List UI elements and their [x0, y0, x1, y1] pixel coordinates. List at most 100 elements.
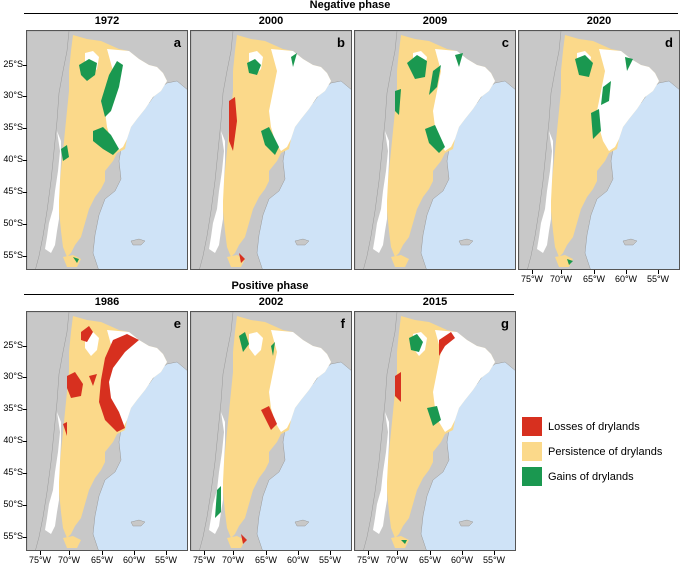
longitude-label: 55°W: [482, 555, 506, 565]
panel-year: 2002: [258, 296, 284, 308]
gains-swatch: [522, 467, 542, 486]
longitude-tick: [102, 551, 103, 555]
losses-region-3: [395, 372, 401, 402]
latitude-tick: [23, 409, 27, 410]
panel-letter: g: [501, 316, 509, 331]
panel-letter: d: [665, 35, 673, 50]
latitude-label: 45°S: [3, 186, 23, 196]
chile-land: [191, 312, 234, 550]
losses-region-4: [241, 534, 247, 544]
longitude-label: 75°W: [356, 555, 380, 565]
gains-region-2: [93, 127, 119, 155]
longitude-tick: [658, 270, 659, 274]
non-dryland-area: [433, 49, 495, 151]
map-panel-d: d: [518, 30, 680, 270]
longitude-tick: [397, 551, 398, 555]
map-panel-g: g: [354, 311, 516, 551]
longitude-tick: [330, 551, 331, 555]
gains-region-0: [239, 332, 249, 352]
longitude-label: 55°W: [154, 555, 178, 565]
non-dryland-andes: [373, 412, 389, 534]
losses-swatch: [522, 417, 542, 436]
positive-phase-title: Positive phase: [231, 280, 309, 292]
falkland-islands: [622, 238, 638, 246]
longitude-tick: [494, 551, 495, 555]
latitude-label: 35°S: [3, 403, 23, 413]
gains-region-3: [215, 486, 221, 518]
latitude-tick: [23, 537, 27, 538]
losses-region-3: [89, 374, 97, 386]
legend: Losses of drylands Persistence of drylan…: [522, 417, 662, 492]
chile-land: [27, 312, 70, 550]
longitude-label: 60°W: [450, 555, 474, 565]
losses-region-2: [67, 372, 83, 398]
map-panel-e: e: [26, 311, 188, 551]
legend-label-gains: Gains of drylands: [548, 470, 634, 483]
tierra-del-fuego: [63, 536, 81, 548]
legend-label-losses: Losses of drylands: [548, 420, 640, 433]
map-panel-f: f: [190, 311, 352, 551]
longitude-label: 70°W: [385, 555, 409, 565]
longitude-tick: [69, 551, 70, 555]
falkland-islands: [458, 238, 474, 246]
latitude-tick: [23, 505, 27, 506]
longitude-label: 75°W: [192, 555, 216, 565]
positive-phase-line: [24, 294, 514, 295]
panel-letter: a: [173, 35, 181, 50]
falkland-islands: [130, 238, 146, 246]
latitude-label: 25°S: [3, 59, 23, 69]
latitude-tick: [23, 256, 27, 257]
losses-region-2: [229, 97, 237, 151]
falkland-islands: [130, 519, 146, 527]
non-dryland-area: [433, 330, 495, 432]
map-panel-a: a: [26, 30, 188, 270]
chile-land: [519, 31, 562, 269]
tierra-del-fuego: [391, 255, 409, 267]
latitude-tick: [23, 473, 27, 474]
longitude-label: 65°W: [254, 555, 278, 565]
gains-region-1: [429, 65, 441, 95]
longitude-tick: [626, 270, 627, 274]
panel-year: 1972: [94, 15, 120, 27]
latitude-tick: [23, 128, 27, 129]
gains-region-4: [73, 257, 79, 263]
longitude-label: 75°W: [28, 555, 52, 565]
latitude-label: 40°S: [3, 154, 23, 164]
legend-item-persistence: Persistence of drylands: [522, 442, 662, 461]
tierra-del-fuego: [391, 536, 409, 548]
panel-year: 1986: [94, 296, 120, 308]
longitude-label: 70°W: [221, 555, 245, 565]
longitude-label: 60°W: [286, 555, 310, 565]
gains-region-0: [409, 334, 423, 352]
latitude-tick: [23, 160, 27, 161]
latitude-label: 55°S: [3, 250, 23, 260]
tierra-del-fuego: [227, 536, 245, 548]
panel-letter: f: [340, 316, 345, 331]
falkland-islands: [458, 519, 474, 527]
panel-letter: e: [173, 316, 181, 331]
gains-region-0: [79, 59, 97, 81]
legend-item-gains: Gains of drylands: [522, 467, 662, 486]
chile-land: [355, 31, 398, 269]
longitude-label: 70°W: [549, 274, 573, 284]
gains-region-0: [247, 59, 261, 75]
gains-region-3: [61, 145, 69, 161]
chile-land: [27, 31, 70, 269]
longitude-label: 65°W: [582, 274, 606, 284]
gains-region-1: [101, 61, 123, 117]
negative-phase-line: [24, 13, 678, 14]
latitude-label: 30°S: [3, 90, 23, 100]
non-dryland-area: [269, 330, 331, 432]
longitude-label: 55°W: [318, 555, 342, 565]
gains-region-2: [591, 109, 601, 139]
map-svg: [27, 312, 187, 550]
latitude-label: 35°S: [3, 122, 23, 132]
losses-region-2: [261, 406, 277, 430]
latitude-label: 50°S: [3, 499, 23, 509]
panel-year: 2015: [422, 296, 448, 308]
persistence-swatch: [522, 442, 542, 461]
longitude-tick: [462, 551, 463, 555]
non-dryland-andes: [45, 412, 61, 534]
latitude-label: 45°S: [3, 467, 23, 477]
tierra-del-fuego: [63, 255, 81, 267]
